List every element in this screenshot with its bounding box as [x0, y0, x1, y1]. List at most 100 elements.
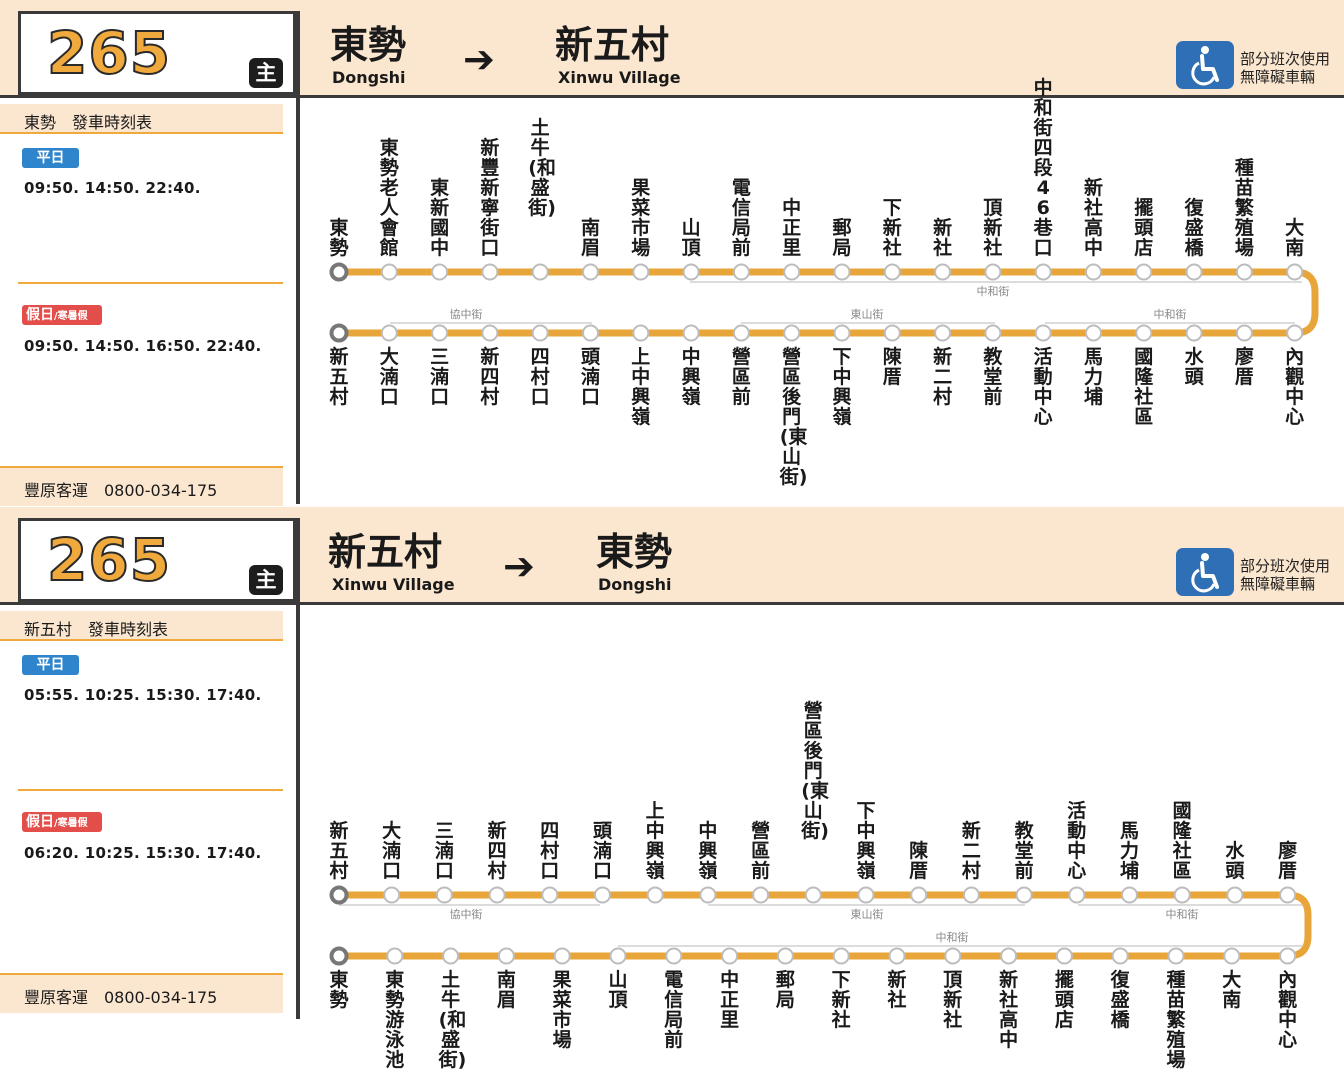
stop-label: 大南 — [1285, 217, 1305, 259]
stop-label: 大湳口 — [382, 820, 402, 882]
stop-marker — [682, 263, 700, 281]
stop-marker — [1223, 947, 1241, 965]
stop-marker — [386, 947, 404, 965]
stop-marker — [488, 886, 506, 904]
stop-label: 種苗繁殖場 — [1166, 969, 1186, 1071]
stop-marker — [721, 947, 739, 965]
weekday-badge: 平日 — [22, 655, 79, 675]
stop-marker — [888, 947, 906, 965]
route-line-svg — [329, 885, 1312, 966]
weekday-times: 05:55. 10:25. 15:30. 17:40. — [24, 686, 262, 704]
stop-label: 三湳口 — [430, 346, 450, 408]
stop-marker — [1279, 947, 1297, 965]
divider — [18, 282, 283, 284]
stop-marker — [1185, 263, 1203, 281]
stop-marker — [1167, 947, 1185, 965]
stop-label: 中興嶺 — [681, 346, 701, 408]
stop-label: 大南 — [1222, 969, 1242, 1011]
direction-arrow-icon: ➔ — [503, 544, 535, 588]
stop-label: 電信局前 — [664, 969, 684, 1051]
stop-label: 營區後門(東山街) — [801, 700, 829, 842]
stop-marker — [383, 886, 401, 904]
terminal-stop-marker — [329, 323, 349, 343]
timetable-header: 東勢 發車時刻表 — [0, 104, 283, 134]
stop-marker — [481, 324, 499, 342]
stop-label: 新社高中 — [999, 969, 1019, 1051]
stop-label: 果菜市場 — [631, 177, 651, 259]
stop-label: 水頭 — [1225, 840, 1245, 882]
stop-marker — [646, 886, 664, 904]
route-number: 265 — [46, 526, 172, 594]
stop-marker — [699, 886, 717, 904]
direction-from-en: Xinwu Village — [332, 575, 455, 594]
stop-label: 下中興嶺 — [832, 346, 852, 428]
holiday-times: 06:20. 10:25. 15:30. 17:40. — [24, 844, 262, 862]
direction-to-en: Dongshi — [598, 575, 672, 594]
stop-label: 果菜市場 — [552, 969, 572, 1051]
stop-marker — [442, 947, 460, 965]
stop-label: 中和街四段46巷口 — [1033, 77, 1053, 259]
divider — [296, 518, 300, 1019]
stop-marker — [481, 263, 499, 281]
stop-label: 內觀中心 — [1278, 969, 1298, 1051]
stop-label: 新社 — [933, 217, 953, 259]
direction-to: 新五村 — [555, 23, 670, 67]
stop-marker — [783, 263, 801, 281]
stop-marker — [1085, 263, 1102, 281]
stop-marker — [732, 263, 750, 281]
terminal-stop-marker — [329, 946, 349, 966]
stop-marker — [1235, 324, 1253, 342]
stop-label: 擺頭店 — [1134, 197, 1154, 259]
stop-marker — [883, 263, 901, 281]
stop-marker — [732, 324, 750, 342]
stop-label: 國隆社區 — [1172, 800, 1192, 882]
stop-label: 擺頭店 — [1054, 969, 1074, 1031]
operator-footer: 豐原客運 0800-034-175 — [0, 466, 283, 506]
stop-marker — [582, 324, 599, 342]
stop-marker — [632, 324, 650, 342]
stop-label: 郵局 — [775, 969, 795, 1011]
stop-marker — [553, 947, 571, 965]
stop-marker — [632, 263, 650, 281]
stop-marker — [435, 886, 453, 904]
stop-marker — [380, 263, 398, 281]
stop-label: 新四村 — [480, 346, 500, 408]
timetable-sidebar: 新五村 發車時刻表 平日 05:55. 10:25. 15:30. 17:40.… — [0, 605, 296, 1013]
direction-to-en: Xinwu Village — [558, 68, 681, 87]
stop-marker — [665, 947, 683, 965]
stop-marker — [380, 324, 398, 342]
stop-marker — [1135, 324, 1153, 342]
stop-label: 陳厝 — [882, 346, 902, 388]
accessibility-note: 部分班次使用 無障礙車輛 — [1240, 50, 1331, 86]
street-label: 中和街 — [976, 285, 1010, 298]
stop-marker — [541, 886, 559, 904]
stop-marker — [1173, 886, 1191, 904]
stop-label: 南眉 — [496, 969, 516, 1011]
direction-from-en: Dongshi — [332, 68, 406, 87]
route-map: 東勢 東勢老人會館 東新國中 新豐新寧街口 土牛(和盛街) 南眉 果菜市場 山頂 電信局前 中正里… — [300, 78, 1344, 504]
stop-label: 復盛橋 — [1184, 197, 1204, 259]
stop-label: 新二村 — [961, 820, 981, 882]
panel-xinwu-to-dongshi: 265 主 新五村 Xinwu Village ➔ 東勢 Dongshi 部分班… — [0, 507, 1344, 1070]
weekday-times: 09:50. 14:50. 22:40. — [24, 179, 201, 197]
stop-label: 土牛(和盛街) — [528, 117, 556, 219]
stop-label: 南眉 — [580, 217, 600, 259]
stop-label: 頭湳口 — [592, 820, 612, 882]
stop-marker — [1121, 886, 1138, 904]
stop-marker — [984, 324, 1002, 342]
stop-label: 四村口 — [540, 820, 560, 882]
stop-label: 郵局 — [832, 217, 852, 259]
stop-label: 三湳口 — [434, 820, 454, 882]
stop-marker — [594, 886, 611, 904]
stop-label: 頭湳口 — [580, 346, 600, 408]
timetable-header: 新五村 發車時刻表 — [0, 611, 283, 641]
divider — [0, 95, 1344, 98]
stop-marker — [531, 263, 549, 281]
stop-label: 東新國中 — [430, 177, 450, 259]
stop-marker — [832, 947, 850, 965]
stop-marker — [804, 886, 822, 904]
stop-label: 山頂 — [681, 217, 701, 259]
stop-marker — [1279, 886, 1297, 904]
stop-label: 廖厝 — [1278, 840, 1298, 882]
holiday-times: 09:50. 14:50. 16:50. 22:40. — [24, 337, 262, 355]
